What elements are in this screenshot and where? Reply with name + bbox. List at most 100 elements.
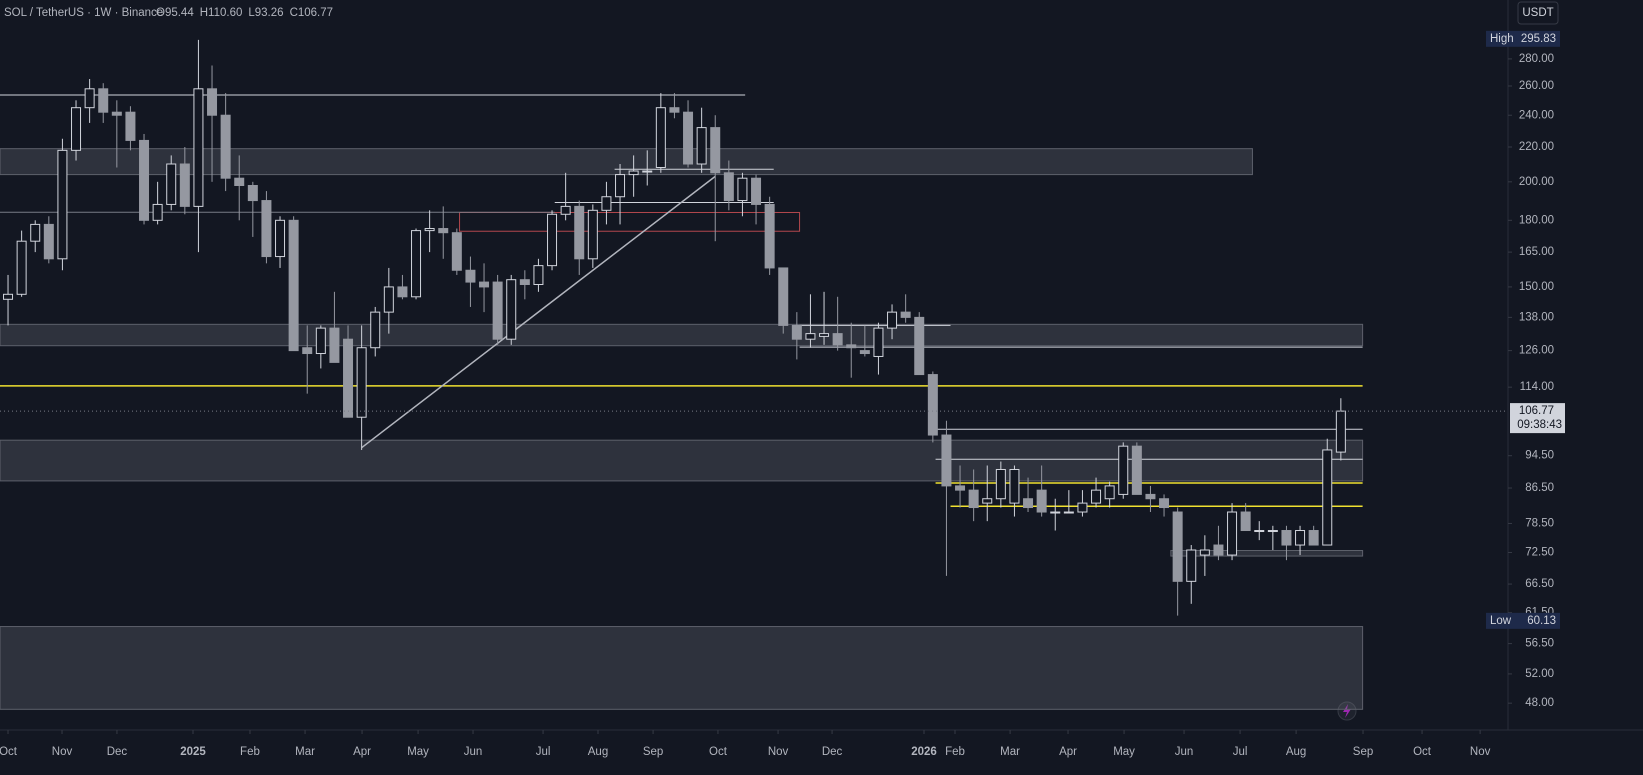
candle-body [234, 177, 245, 186]
candle-body [166, 163, 177, 205]
y-tick-label: 138.00 [1519, 311, 1554, 323]
y-tick-label: 66.50 [1525, 578, 1554, 590]
candle-body [356, 347, 367, 418]
marker-label: High [1490, 33, 1514, 45]
zone [459, 211, 801, 232]
candle-body [98, 88, 109, 113]
x-tick-label: 2026 [911, 746, 937, 758]
y-tick-label: 260.00 [1519, 80, 1554, 92]
candle-body [152, 203, 163, 221]
zone [1170, 550, 1364, 557]
marker-box [1486, 612, 1560, 629]
candle-body [411, 230, 422, 298]
zone [0, 148, 1253, 176]
y-tick-label: 56.50 [1525, 638, 1554, 650]
zone [0, 626, 1364, 710]
candle-body [71, 107, 82, 151]
x-tick-label: Feb [945, 746, 965, 758]
x-tick-label: Oct [1413, 746, 1432, 758]
candle-body [710, 127, 721, 174]
y-tick-label: 200.00 [1519, 176, 1554, 188]
ohlc-value: O95.44 [156, 7, 194, 19]
candle-body [737, 177, 748, 202]
candle-body [30, 223, 41, 242]
candle-body [778, 267, 789, 326]
candle-body [451, 232, 462, 271]
candle-body [1159, 498, 1170, 509]
candle-body [275, 219, 286, 258]
x-tick-label: Mar [295, 746, 315, 758]
candle-body [57, 149, 68, 260]
x-tick-label: Apr [353, 746, 371, 758]
ohlc-value: L93.26 [248, 7, 283, 19]
candle-body [1240, 511, 1251, 532]
x-tick-label: Sep [643, 746, 663, 758]
candle-body [1091, 489, 1102, 504]
candle-body [1063, 511, 1074, 514]
candle-body [3, 293, 14, 300]
x-tick-label: Jun [1175, 746, 1194, 758]
candle-body [370, 311, 381, 349]
y-tick-label: 180.00 [1519, 214, 1554, 226]
candle-body [261, 200, 272, 258]
x-tick-label: Nov [1470, 746, 1491, 758]
candle-body [343, 338, 354, 418]
x-tick-label: May [1113, 746, 1135, 758]
candle-body [383, 286, 394, 313]
candle-body [1023, 498, 1034, 509]
y-tick-label: 52.00 [1525, 668, 1554, 680]
candle-body [533, 265, 544, 285]
y-tick-label: 165.00 [1519, 246, 1554, 258]
candle-body [900, 311, 911, 318]
candle-body [655, 107, 666, 169]
candle-body [1172, 511, 1183, 582]
candle-body [982, 498, 993, 504]
symbol-title: SOL / TetherUS · 1W · Binance [4, 7, 163, 19]
candle-body [506, 279, 517, 340]
y-tick-label: 150.00 [1519, 281, 1554, 293]
x-tick-label: Aug [588, 746, 608, 758]
candle-body [1050, 511, 1061, 514]
candle-body [288, 219, 299, 352]
candle-body [111, 111, 122, 116]
x-tick-label: Apr [1059, 746, 1077, 758]
candle-body [220, 114, 231, 179]
y-tick-label: 94.50 [1525, 450, 1554, 462]
candle-body [1118, 445, 1129, 495]
marker-label: Low [1490, 615, 1512, 627]
candle-body [995, 468, 1006, 500]
candle-body [669, 107, 680, 113]
candle-body [1267, 530, 1278, 533]
y-tick-label: 240.00 [1519, 109, 1554, 121]
candle-body [764, 203, 775, 269]
currency: USDT [1522, 7, 1553, 19]
y-tick-label: 114.00 [1520, 381, 1554, 393]
x-tick-label: 2025 [180, 746, 206, 758]
candle-body [479, 281, 490, 288]
currency-button[interactable] [1517, 1, 1559, 25]
candle-body [560, 205, 571, 215]
candle-body [1322, 449, 1333, 546]
candle-body [914, 316, 925, 376]
candle-body [1199, 549, 1210, 556]
candle-body [1077, 502, 1088, 513]
candle-body [302, 347, 313, 355]
lightning-icon [1343, 704, 1351, 718]
candle-body [125, 111, 136, 141]
candle-body [139, 139, 150, 221]
candle-body [683, 111, 694, 165]
candle-body [1295, 530, 1306, 546]
candle-body [547, 213, 558, 267]
x-tick-label: May [407, 746, 429, 758]
trend-line [361, 175, 716, 449]
candle-body [84, 88, 95, 109]
candle-body [1281, 530, 1292, 546]
y-tick-label: 78.50 [1525, 518, 1554, 530]
candle-body [492, 281, 503, 340]
y-tick-label: 220.00 [1519, 141, 1554, 153]
candle-body [615, 174, 626, 198]
marker-value: 295.83 [1521, 33, 1556, 45]
